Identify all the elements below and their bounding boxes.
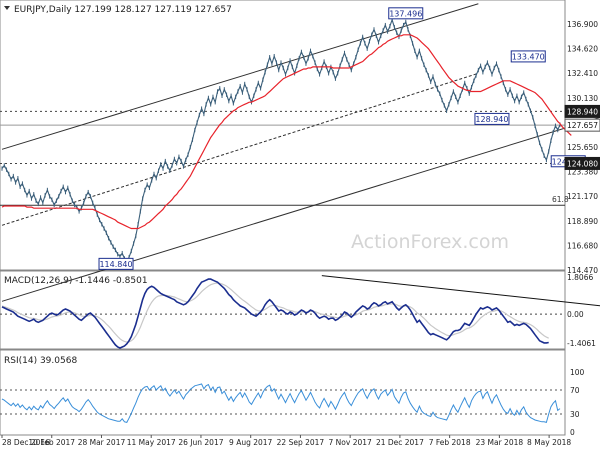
x-tick-label: 28 Dec 2016 <box>2 438 50 447</box>
rsi-panel-frame <box>0 349 566 436</box>
rsi-line <box>1 383 561 424</box>
annotation-box <box>510 50 546 63</box>
sma-series-line <box>1 34 572 230</box>
x-tick-label: 28 Mar 2017 <box>78 438 126 447</box>
price-series-line <box>1 18 561 263</box>
price-tag <box>564 156 600 170</box>
price-y-tick: 136.900 <box>567 20 598 29</box>
price-y-tick: 116.680 <box>567 241 598 250</box>
price-y-tick: 121.170 <box>567 192 598 201</box>
price-tag <box>564 104 600 118</box>
macd-line <box>1 278 549 349</box>
price-series-layer <box>1 17 572 264</box>
price-y-tick: 130.130 <box>567 94 598 103</box>
macd-y-tick: 1.8066 <box>567 273 593 282</box>
rsi-layer: 100 70 30 0 <box>0 368 585 437</box>
price-y-tick: 134.620 <box>567 45 598 54</box>
macd-trendline <box>321 275 600 307</box>
macd-y-tick: 0.00 <box>567 310 584 319</box>
x-tick-label: 7 Feb 2018 <box>429 438 471 447</box>
price-title: EURJPY,Daily 127.199 128.127 127.119 127… <box>14 5 232 15</box>
price-panel-frame <box>0 0 566 271</box>
rsi-title: RSI(14) 39.0568 <box>4 356 77 366</box>
price-tag-label: 127.657 <box>567 121 598 130</box>
fib-label: 61.8 <box>552 195 569 204</box>
x-tick-label: 26 Jun 2017 <box>178 438 223 447</box>
annotation-box <box>474 112 510 125</box>
macd-signal-line <box>1 282 549 343</box>
title-dropdown-icon[interactable] <box>4 6 10 10</box>
price-y-tick: 132.410 <box>567 69 598 78</box>
price-y-tick: 114.470 <box>567 266 598 275</box>
channel-mid-line <box>1 72 479 226</box>
rsi-y-tick: 70 <box>570 386 580 395</box>
annotation-box <box>98 257 134 270</box>
macd-title: MACD(12,26,9) -1.1446 -0.8501 <box>4 276 148 286</box>
rsi-y-tick: 30 <box>570 410 580 419</box>
macd-y-tick: -1.4061 <box>567 339 596 348</box>
annotation-label: 114.840 <box>99 260 132 269</box>
x-tick-label: 11 May 2017 <box>127 438 176 447</box>
annotation-label: 133.470 <box>512 52 545 61</box>
x-tick-label: 23 Mar 2018 <box>476 438 524 447</box>
price-y-tick: 125.650 <box>567 143 598 152</box>
price-tag-label: 128.940 <box>567 107 598 116</box>
price-tag <box>564 118 600 132</box>
price-y-tick: 123.380 <box>567 168 598 177</box>
price-labels-layer: 137.496133.470128.940124.610114.840128.9… <box>98 7 600 270</box>
rsi-y-tick: 100 <box>570 368 585 377</box>
channel-lower-line <box>1 116 600 302</box>
price-static-layer: 136.900134.620132.410130.130127.860125.6… <box>0 3 600 302</box>
x-tick-label: 21 Dec 2017 <box>376 438 424 447</box>
price-y-tick: 118.890 <box>567 217 598 226</box>
x-tick-label: 8 May 2018 <box>527 438 571 447</box>
x-tick-label: 9 Aug 2017 <box>229 438 272 447</box>
rsi-y-tick: 0 <box>570 428 575 437</box>
macd-layer: 1.8066 0.00 -1.4061 <box>0 273 600 349</box>
price-tag-label: 124.080 <box>567 159 598 168</box>
macd-panel-frame <box>0 270 566 350</box>
annotation-label: 128.940 <box>475 115 508 124</box>
x-tick-label: 7 Nov 2017 <box>329 438 372 447</box>
x-tick-label: 10 Feb 2017 <box>28 438 75 447</box>
x-tick-label: 22 Sep 2017 <box>277 438 325 447</box>
watermark: ActionForex.com <box>351 231 509 253</box>
annotation-box <box>388 7 424 20</box>
channel-upper-line <box>1 3 479 150</box>
annotation-label: 137.496 <box>389 9 422 18</box>
